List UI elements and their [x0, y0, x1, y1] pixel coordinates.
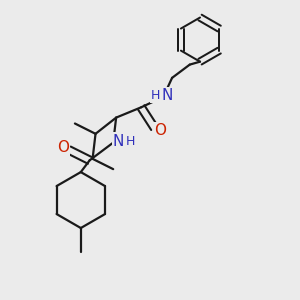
Text: H: H	[126, 135, 135, 148]
Text: N: N	[113, 134, 124, 149]
Text: O: O	[57, 140, 69, 154]
Text: O: O	[154, 123, 166, 138]
Text: H: H	[151, 89, 160, 102]
Text: N: N	[162, 88, 173, 103]
